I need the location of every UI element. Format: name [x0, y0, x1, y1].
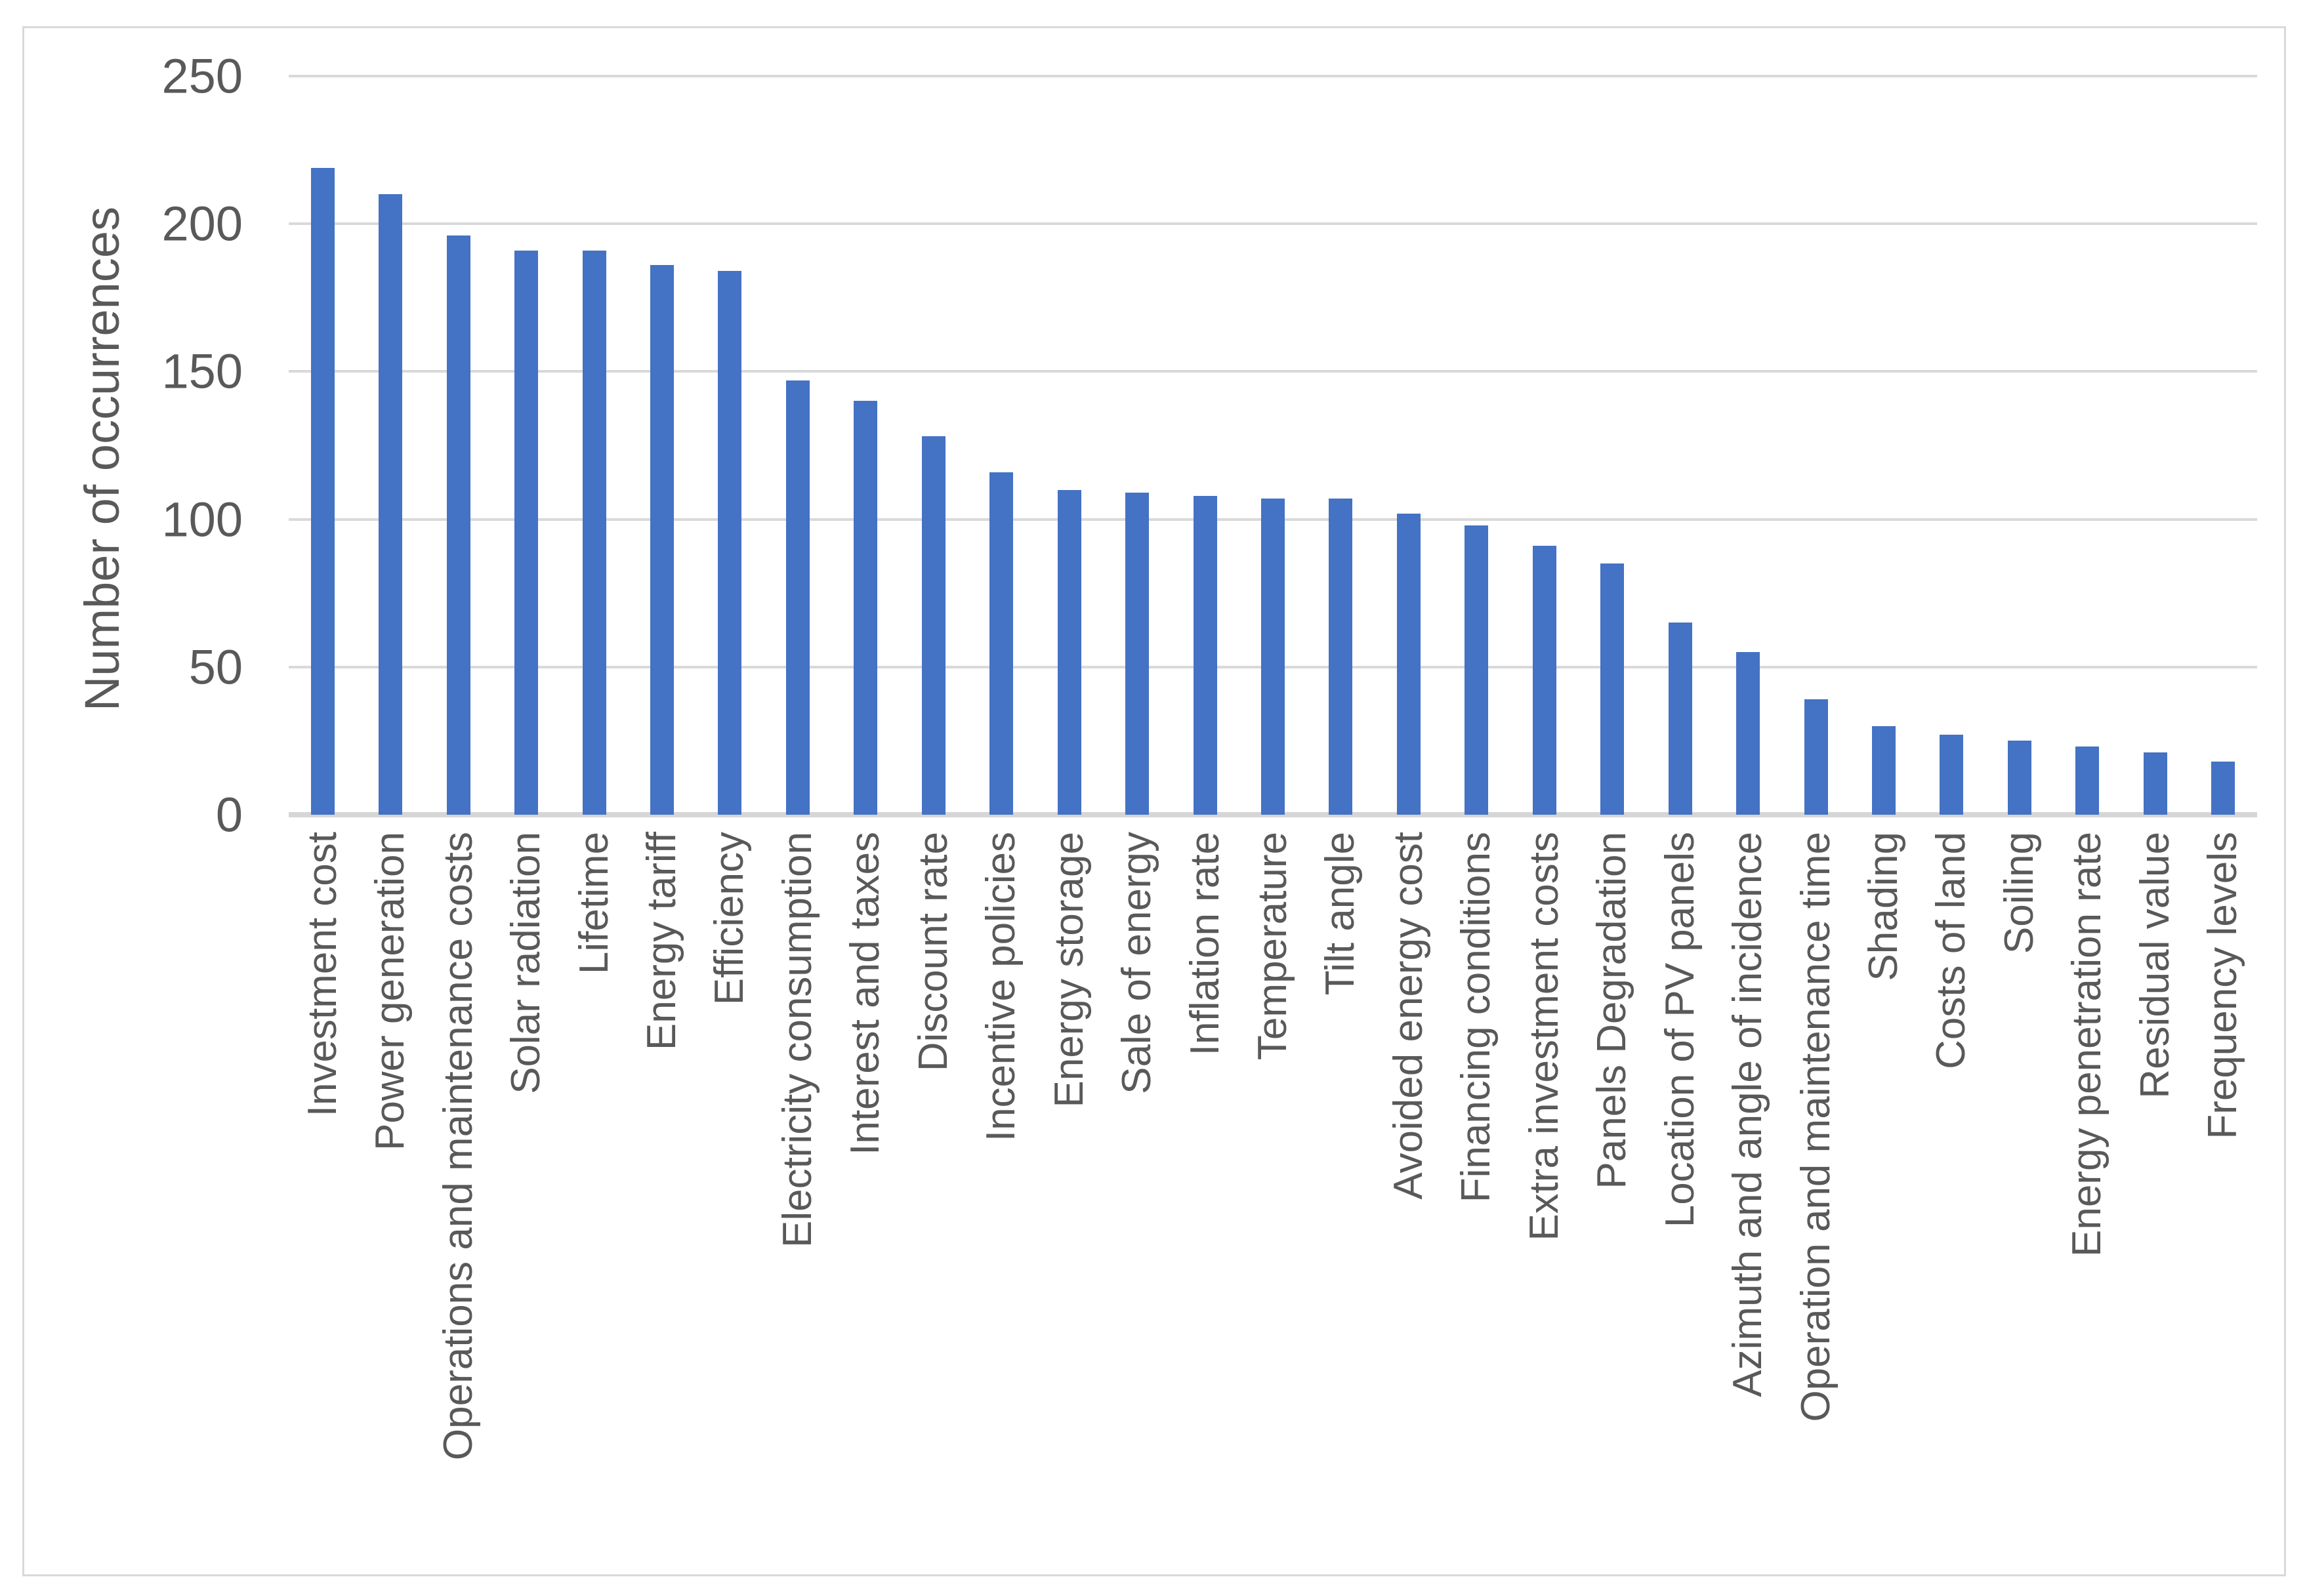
y-axis-title: Number of occurrences: [69, 207, 135, 711]
bar-lifetime: [583, 251, 606, 815]
x-category-label-costs-of-land: Costs of land: [1928, 832, 1974, 1069]
y-tick-label-0: 0: [215, 787, 243, 842]
bar-interest-and-taxes: [854, 401, 877, 815]
bar-electricity-consumption: [786, 380, 810, 815]
x-category-label-energy-tariff: Energy tariff: [639, 832, 684, 1051]
x-category-label-sale-of-energy: Sale of energy: [1114, 832, 1159, 1094]
x-category-label-lifetime: Lifetime: [572, 832, 617, 975]
bar-operations-and-maintenance-costs: [447, 235, 470, 815]
x-category-label-shading: Shading: [1861, 832, 1906, 981]
x-axis-line: [289, 812, 2257, 817]
bar-residual-value: [2144, 752, 2167, 815]
x-category-label-residual-value: Residual value: [2132, 832, 2178, 1099]
bar-discount-rate: [922, 436, 946, 815]
x-category-label-operations-and-maintenance-costs: Operations and maintenance costs: [436, 832, 481, 1461]
bar-frequency-levels: [2211, 762, 2235, 815]
bar-costs-of-land: [1940, 735, 1963, 815]
gridline-150: [289, 370, 2257, 373]
x-category-label-energy-penetration-rate: Energy penetration rate: [2064, 832, 2110, 1257]
y-tick-label-50: 50: [188, 640, 243, 695]
x-category-label-power-generation: Power generation: [367, 832, 413, 1151]
x-category-label-interest-and-taxes: Interest and taxes: [842, 832, 888, 1155]
x-category-label-operation-and-maintenance-time: Operation and maintenance time: [1793, 832, 1839, 1422]
x-category-label-panels-degradation: Panels Degradation: [1589, 832, 1634, 1189]
x-category-label-discount-rate: Discount rate: [911, 832, 956, 1072]
bar-energy-penetration-rate: [2075, 747, 2099, 815]
x-category-label-investment-cost: Investment cost: [300, 832, 345, 1117]
x-category-label-soiling: Soiling: [1997, 832, 2042, 954]
x-category-label-azimuth-and-angle-of-incidence: Azimuth and angle of incidence: [1725, 832, 1770, 1397]
x-category-label-solar-radiation: Solar radiation: [503, 832, 549, 1094]
bar-solar-radiation: [514, 251, 538, 815]
y-tick-label-100: 100: [161, 492, 243, 547]
x-category-label-extra-investment-costs: Extra investment costs: [1522, 832, 1567, 1241]
x-category-label-temperature: Temperature: [1250, 832, 1295, 1061]
bar-panels-degradation: [1600, 563, 1624, 815]
bar-tilt-angle: [1329, 499, 1352, 815]
bar-temperature: [1261, 499, 1285, 815]
bar-sale-of-energy: [1125, 493, 1149, 815]
y-tick-label-250: 250: [161, 49, 243, 104]
bar-investment-cost: [311, 168, 335, 815]
x-category-label-tilt-angle: Tilt angle: [1318, 832, 1363, 996]
y-tick-label-200: 200: [161, 196, 243, 251]
x-category-label-efficiency: Efficiency: [707, 832, 752, 1006]
plot-area: [289, 75, 2257, 817]
x-category-label-avoided-energy-cost: Avoided energy cost: [1386, 832, 1431, 1200]
x-category-label-financing-conditions: Financing conditions: [1453, 832, 1499, 1203]
bar-shading: [1872, 726, 1896, 815]
y-tick-label-150: 150: [161, 344, 243, 399]
bar-energy-storage: [1058, 490, 1081, 815]
x-category-label-frequency-levels: Frequency levels: [2200, 832, 2245, 1139]
bar-azimuth-and-angle-of-incidence: [1736, 652, 1760, 815]
bar-power-generation: [379, 194, 402, 815]
bar-efficiency: [718, 271, 741, 815]
y-axis-title-text: Number of occurrences: [74, 207, 129, 712]
x-category-label-inflation-rate: Inflation rate: [1182, 832, 1228, 1056]
bar-inflation-rate: [1194, 496, 1217, 815]
gridline-250: [289, 75, 2257, 77]
x-category-label-incentive-policies: Incentive policies: [978, 832, 1024, 1142]
bar-incentive-policies: [989, 472, 1013, 815]
x-category-label-electricity-consumption: Electricity consumption: [775, 832, 820, 1248]
x-category-label-energy-storage: Energy storage: [1047, 832, 1092, 1108]
x-category-label-location-of-pv-panels: Location of PV panels: [1657, 832, 1703, 1228]
bar-operation-and-maintenance-time: [1804, 699, 1828, 815]
bar-avoided-energy-cost: [1397, 514, 1421, 815]
bar-energy-tariff: [650, 265, 674, 815]
bar-extra-investment-costs: [1533, 546, 1556, 815]
bar-financing-conditions: [1465, 525, 1488, 815]
gridline-200: [289, 222, 2257, 226]
bar-location-of-pv-panels: [1669, 623, 1692, 815]
bar-soiling: [2008, 741, 2031, 815]
